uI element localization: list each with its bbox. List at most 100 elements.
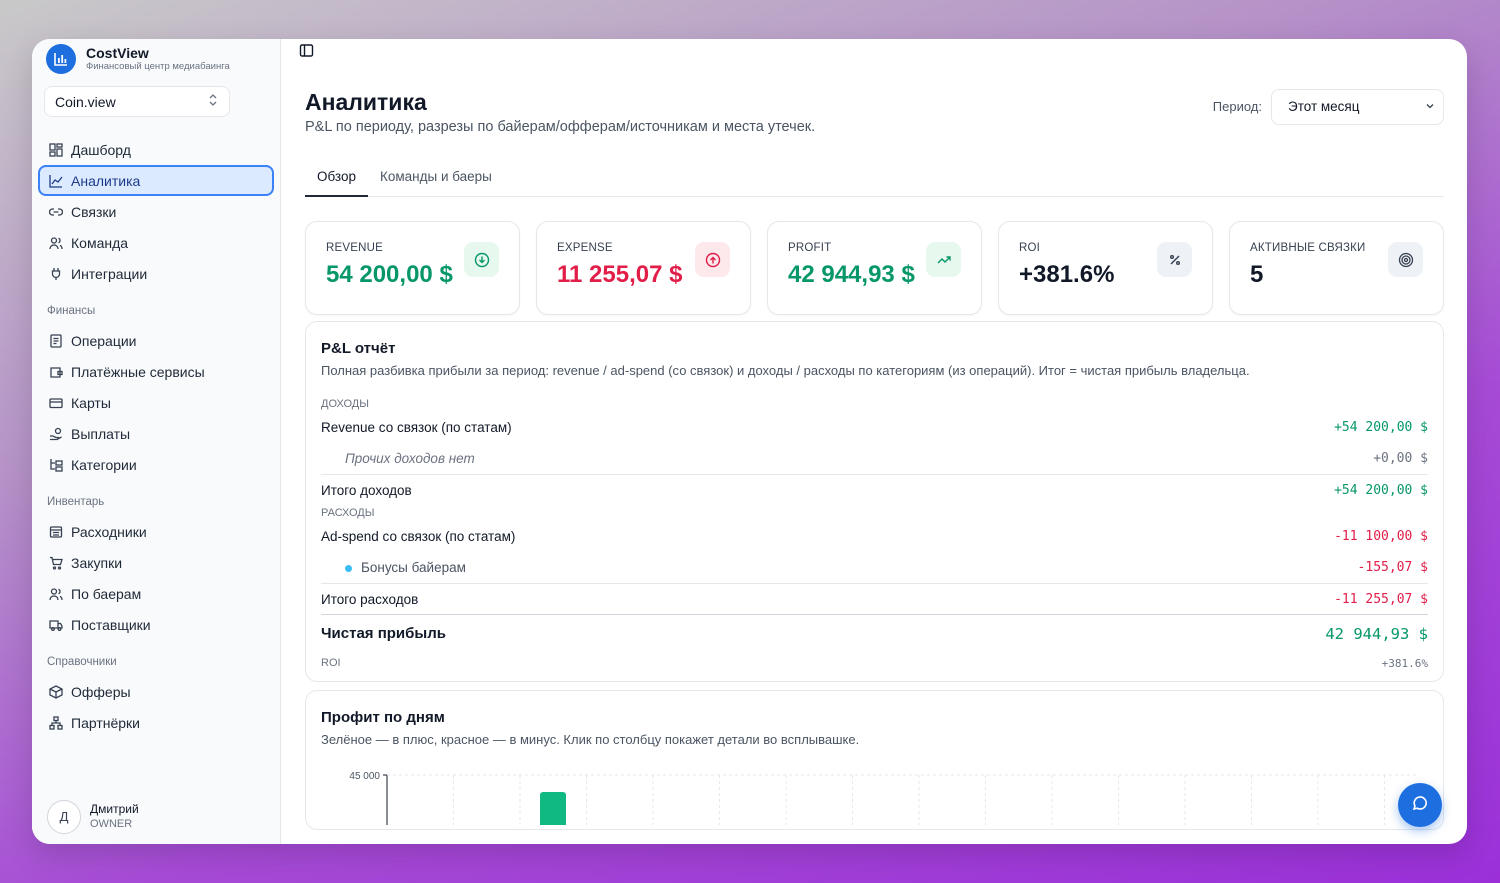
pl-expense-heading: РАСХОДЫ [321, 507, 375, 519]
sidebar-item-dashboard[interactable]: Дашборд [38, 134, 274, 165]
sidebar-item-suppliers[interactable]: Поставщики [38, 609, 274, 640]
sidebar-item-consumables[interactable]: Расходники [38, 516, 274, 547]
user-name: Дмитрий [90, 802, 139, 816]
chart-grid [387, 774, 1416, 825]
sidebar-item-links[interactable]: Связки [38, 196, 274, 227]
target-icon [1388, 242, 1423, 277]
sidebar-item-team[interactable]: Команда [38, 227, 274, 258]
sidebar-item-by-buyers[interactable]: По баерам [38, 578, 274, 609]
sidebar-item-label: Платёжные сервисы [71, 363, 205, 380]
sidebar-toggle-icon[interactable] [299, 43, 314, 63]
sidebar-item-payouts[interactable]: Выплаты [38, 418, 274, 449]
sidebar-item-label: Операции [71, 332, 137, 349]
page-title: Аналитика [305, 89, 427, 115]
sidebar-item-label: Расходники [71, 523, 147, 540]
pl-row-label: Ad-spend со связок (по статам) [321, 529, 516, 544]
sidebar-item-label: Поставщики [71, 616, 151, 633]
pl-row-label: Revenue со связок (по статам) [321, 420, 512, 435]
chart-subtitle: Зелёное — в плюс, красное — в минус. Кли… [321, 732, 860, 747]
percent-icon [1157, 242, 1192, 277]
page-subtitle: P&L по периоду, разрезы по байерам/оффер… [305, 119, 816, 135]
pl-row-net-profit: Чистая прибыль 42 944,93 $ [321, 614, 1428, 652]
chat-button[interactable] [1398, 783, 1442, 827]
chart-bar[interactable] [540, 792, 566, 825]
sidebar-section-references: Справочники [47, 656, 117, 668]
kpi-card-roi: ROI +381.6% [998, 221, 1213, 315]
sidebar-item-partners[interactable]: Партнёрки [38, 707, 274, 738]
folder-tree-icon [48, 457, 64, 473]
pl-title: P&L отчёт [321, 340, 396, 357]
tab-overview[interactable]: Обзор [305, 168, 368, 197]
pl-row-revenue: Revenue со связок (по статам) +54 200,00… [321, 412, 1428, 443]
kpi-label: PROFIT [788, 242, 832, 254]
kpi-value: 42 944,93 $ [788, 261, 915, 288]
period-select[interactable]: Этот месяц [1271, 88, 1444, 125]
network-icon [48, 715, 64, 731]
pl-row-amount: +54 200,00 $ [1334, 420, 1428, 435]
dashboard-icon [48, 142, 64, 158]
sidebar-item-purchases[interactable]: Закупки [38, 547, 274, 578]
pl-row-label: Чистая прибыль [321, 625, 446, 642]
sidebar-item-categories[interactable]: Категории [38, 449, 274, 480]
sidebar-item-label: Команда [71, 234, 129, 251]
period-filter: Период: Этот месяц [1213, 78, 1444, 135]
pl-row-roi: ROI +381.6% [321, 652, 1428, 674]
sidebar-item-label: Закупки [71, 554, 123, 571]
sidebar-item-payment-services[interactable]: Платёжные сервисы [38, 356, 274, 387]
chevrons-up-down-icon [207, 93, 219, 110]
pl-income-heading: ДОХОДЫ [321, 398, 369, 410]
sidebar-item-cards[interactable]: Карты [38, 387, 274, 418]
sidebar-section-inventory: Инвентарь [47, 496, 105, 508]
workspace-select[interactable]: Coin.view [44, 86, 230, 117]
sidebar-item-label: Офферы [71, 683, 131, 700]
receipt-icon [48, 333, 64, 349]
pl-row-label: Бонусы байерам [361, 560, 466, 575]
kpi-value: 11 255,07 $ [557, 261, 683, 288]
sidebar: CostView Финансовый центр медиабаинга Co… [32, 39, 281, 844]
brand-subtitle: Финансовый центр медиабаинга [86, 60, 230, 72]
pl-row-income-total: Итого доходов +54 200,00 $ [321, 474, 1428, 505]
sidebar-item-label: Аналитика [71, 172, 141, 189]
box-icon [48, 524, 64, 540]
pl-row-amount: +0,00 $ [1373, 451, 1428, 466]
kpi-card-revenue: REVENUE 54 200,00 $ [305, 221, 520, 315]
brand[interactable]: CostView Финансовый центр медиабаинга [32, 39, 280, 75]
pl-row-amount: -11 100,00 $ [1334, 529, 1428, 544]
kpi-value: 54 200,00 $ [326, 261, 453, 288]
sidebar-item-label: Интеграции [71, 265, 148, 282]
trending-up-icon [926, 242, 961, 277]
hand-coins-icon [48, 426, 64, 442]
kpi-value: +381.6% [1019, 261, 1115, 288]
sidebar-item-label: Партнёрки [71, 714, 140, 731]
kpi-label: EXPENSE [557, 242, 613, 254]
pl-subtitle: Полная разбивка прибыли за период: reven… [321, 363, 1250, 378]
arrow-down-circle-icon [464, 242, 499, 277]
brand-chart-icon [46, 43, 76, 74]
workspace-value: Coin.view [55, 93, 116, 110]
users-icon [48, 586, 64, 602]
wallet-icon [48, 364, 64, 380]
category-dot [345, 564, 352, 572]
cart-icon [48, 555, 64, 571]
sidebar-item-integrations[interactable]: Интеграции [38, 258, 274, 289]
kpi-label: REVENUE [326, 242, 383, 254]
kpi-cards: REVENUE 54 200,00 $ EXPENSE 11 255,07 $ … [305, 221, 1444, 315]
sidebar-item-offers[interactable]: Офферы [38, 676, 274, 707]
tabs: Обзор Команды и баеры [305, 168, 1444, 197]
pl-row-adspend: Ad-spend со связок (по статам) -11 100,0… [321, 521, 1428, 552]
plug-icon [48, 266, 64, 282]
kpi-label: ROI [1019, 242, 1041, 254]
user-profile[interactable]: Д Дмитрий OWNER [32, 789, 280, 844]
users-icon [48, 235, 64, 251]
pl-row-bonus: Бонусы байерам -155,07 $ [321, 552, 1428, 583]
pl-row-amount: 42 944,93 $ [1325, 624, 1428, 643]
chart-title: Профит по дням [321, 709, 445, 726]
sidebar-item-label: Категории [71, 456, 137, 473]
sidebar-item-label: Карты [71, 394, 111, 411]
chart-line-icon [48, 173, 64, 189]
tab-teams-buyers[interactable]: Команды и баеры [380, 169, 492, 184]
sidebar-item-operations[interactable]: Операции [38, 325, 274, 356]
pl-row-amount: -11 255,07 $ [1334, 591, 1428, 607]
kpi-card-profit: PROFIT 42 944,93 $ [767, 221, 982, 315]
sidebar-item-analytics[interactable]: Аналитика [38, 165, 274, 196]
